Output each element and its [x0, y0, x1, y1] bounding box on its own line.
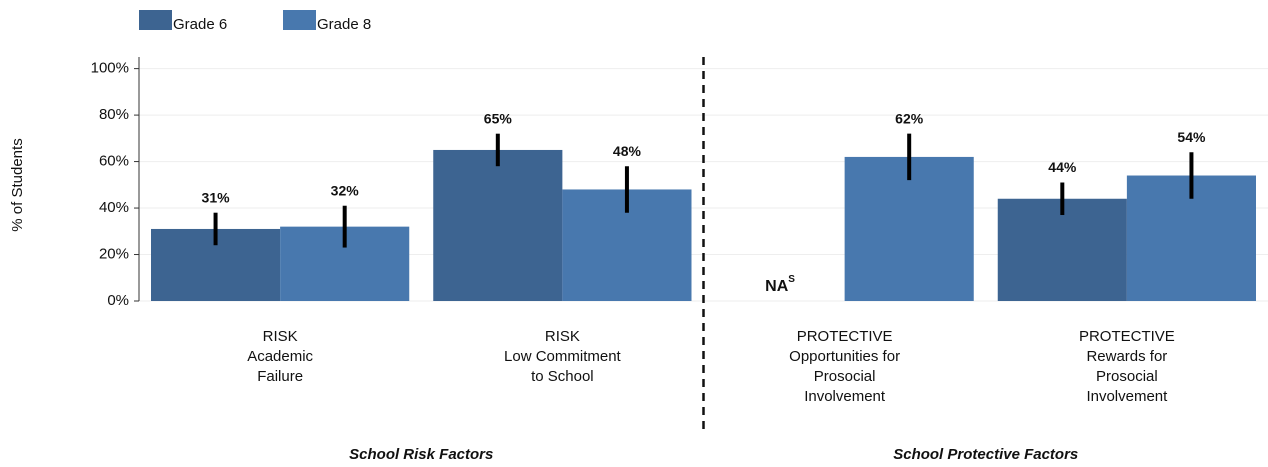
value-label: NAS	[765, 274, 795, 296]
x-tick-label: Prosocial	[814, 368, 876, 385]
y-tick-label: 20%	[99, 245, 129, 262]
x-tick-label: PROTECTIVE	[797, 328, 893, 345]
y-tick-label: 80%	[99, 106, 129, 123]
x-tick-label: Academic	[247, 348, 313, 365]
x-tick-label: Rewards for	[1086, 348, 1167, 365]
value-label: 32%	[331, 182, 360, 198]
y-axis-label: % of Students	[9, 138, 26, 231]
x-tick-label: Prosocial	[1096, 368, 1158, 385]
superscript: S	[788, 274, 795, 285]
x-tick-label: Failure	[257, 368, 303, 385]
legend-label: Grade 6	[173, 16, 227, 33]
x-tick-label: PROTECTIVE	[1079, 328, 1175, 345]
x-tick-label: RISK	[545, 328, 580, 345]
value-label: 65%	[484, 110, 513, 126]
x-tick-label: Involvement	[804, 388, 886, 405]
value-label: 48%	[613, 143, 642, 159]
x-tick-label: Opportunities for	[789, 348, 900, 365]
legend-swatch	[283, 10, 316, 30]
section-label: School Risk Factors	[349, 446, 493, 463]
value-label: 54%	[1177, 129, 1206, 145]
bar	[997, 198, 1127, 301]
value-label: 62%	[895, 110, 924, 126]
legend-swatch	[139, 10, 172, 30]
value-label: 44%	[1048, 159, 1077, 175]
legend-label: Grade 8	[317, 16, 371, 33]
bar	[844, 156, 974, 301]
bar	[433, 149, 563, 301]
section-label: School Protective Factors	[893, 446, 1078, 463]
x-tick-label: to School	[531, 368, 594, 385]
value-label: 31%	[202, 189, 231, 205]
y-tick-label: 40%	[99, 199, 129, 216]
x-tick-label: RISK	[263, 328, 298, 345]
x-tick-label: Involvement	[1086, 388, 1168, 405]
y-tick-label: 60%	[99, 153, 129, 170]
y-tick-label: 100%	[91, 60, 129, 77]
y-tick-label: 0%	[107, 292, 129, 309]
x-tick-label: Low Commitment	[504, 348, 622, 365]
